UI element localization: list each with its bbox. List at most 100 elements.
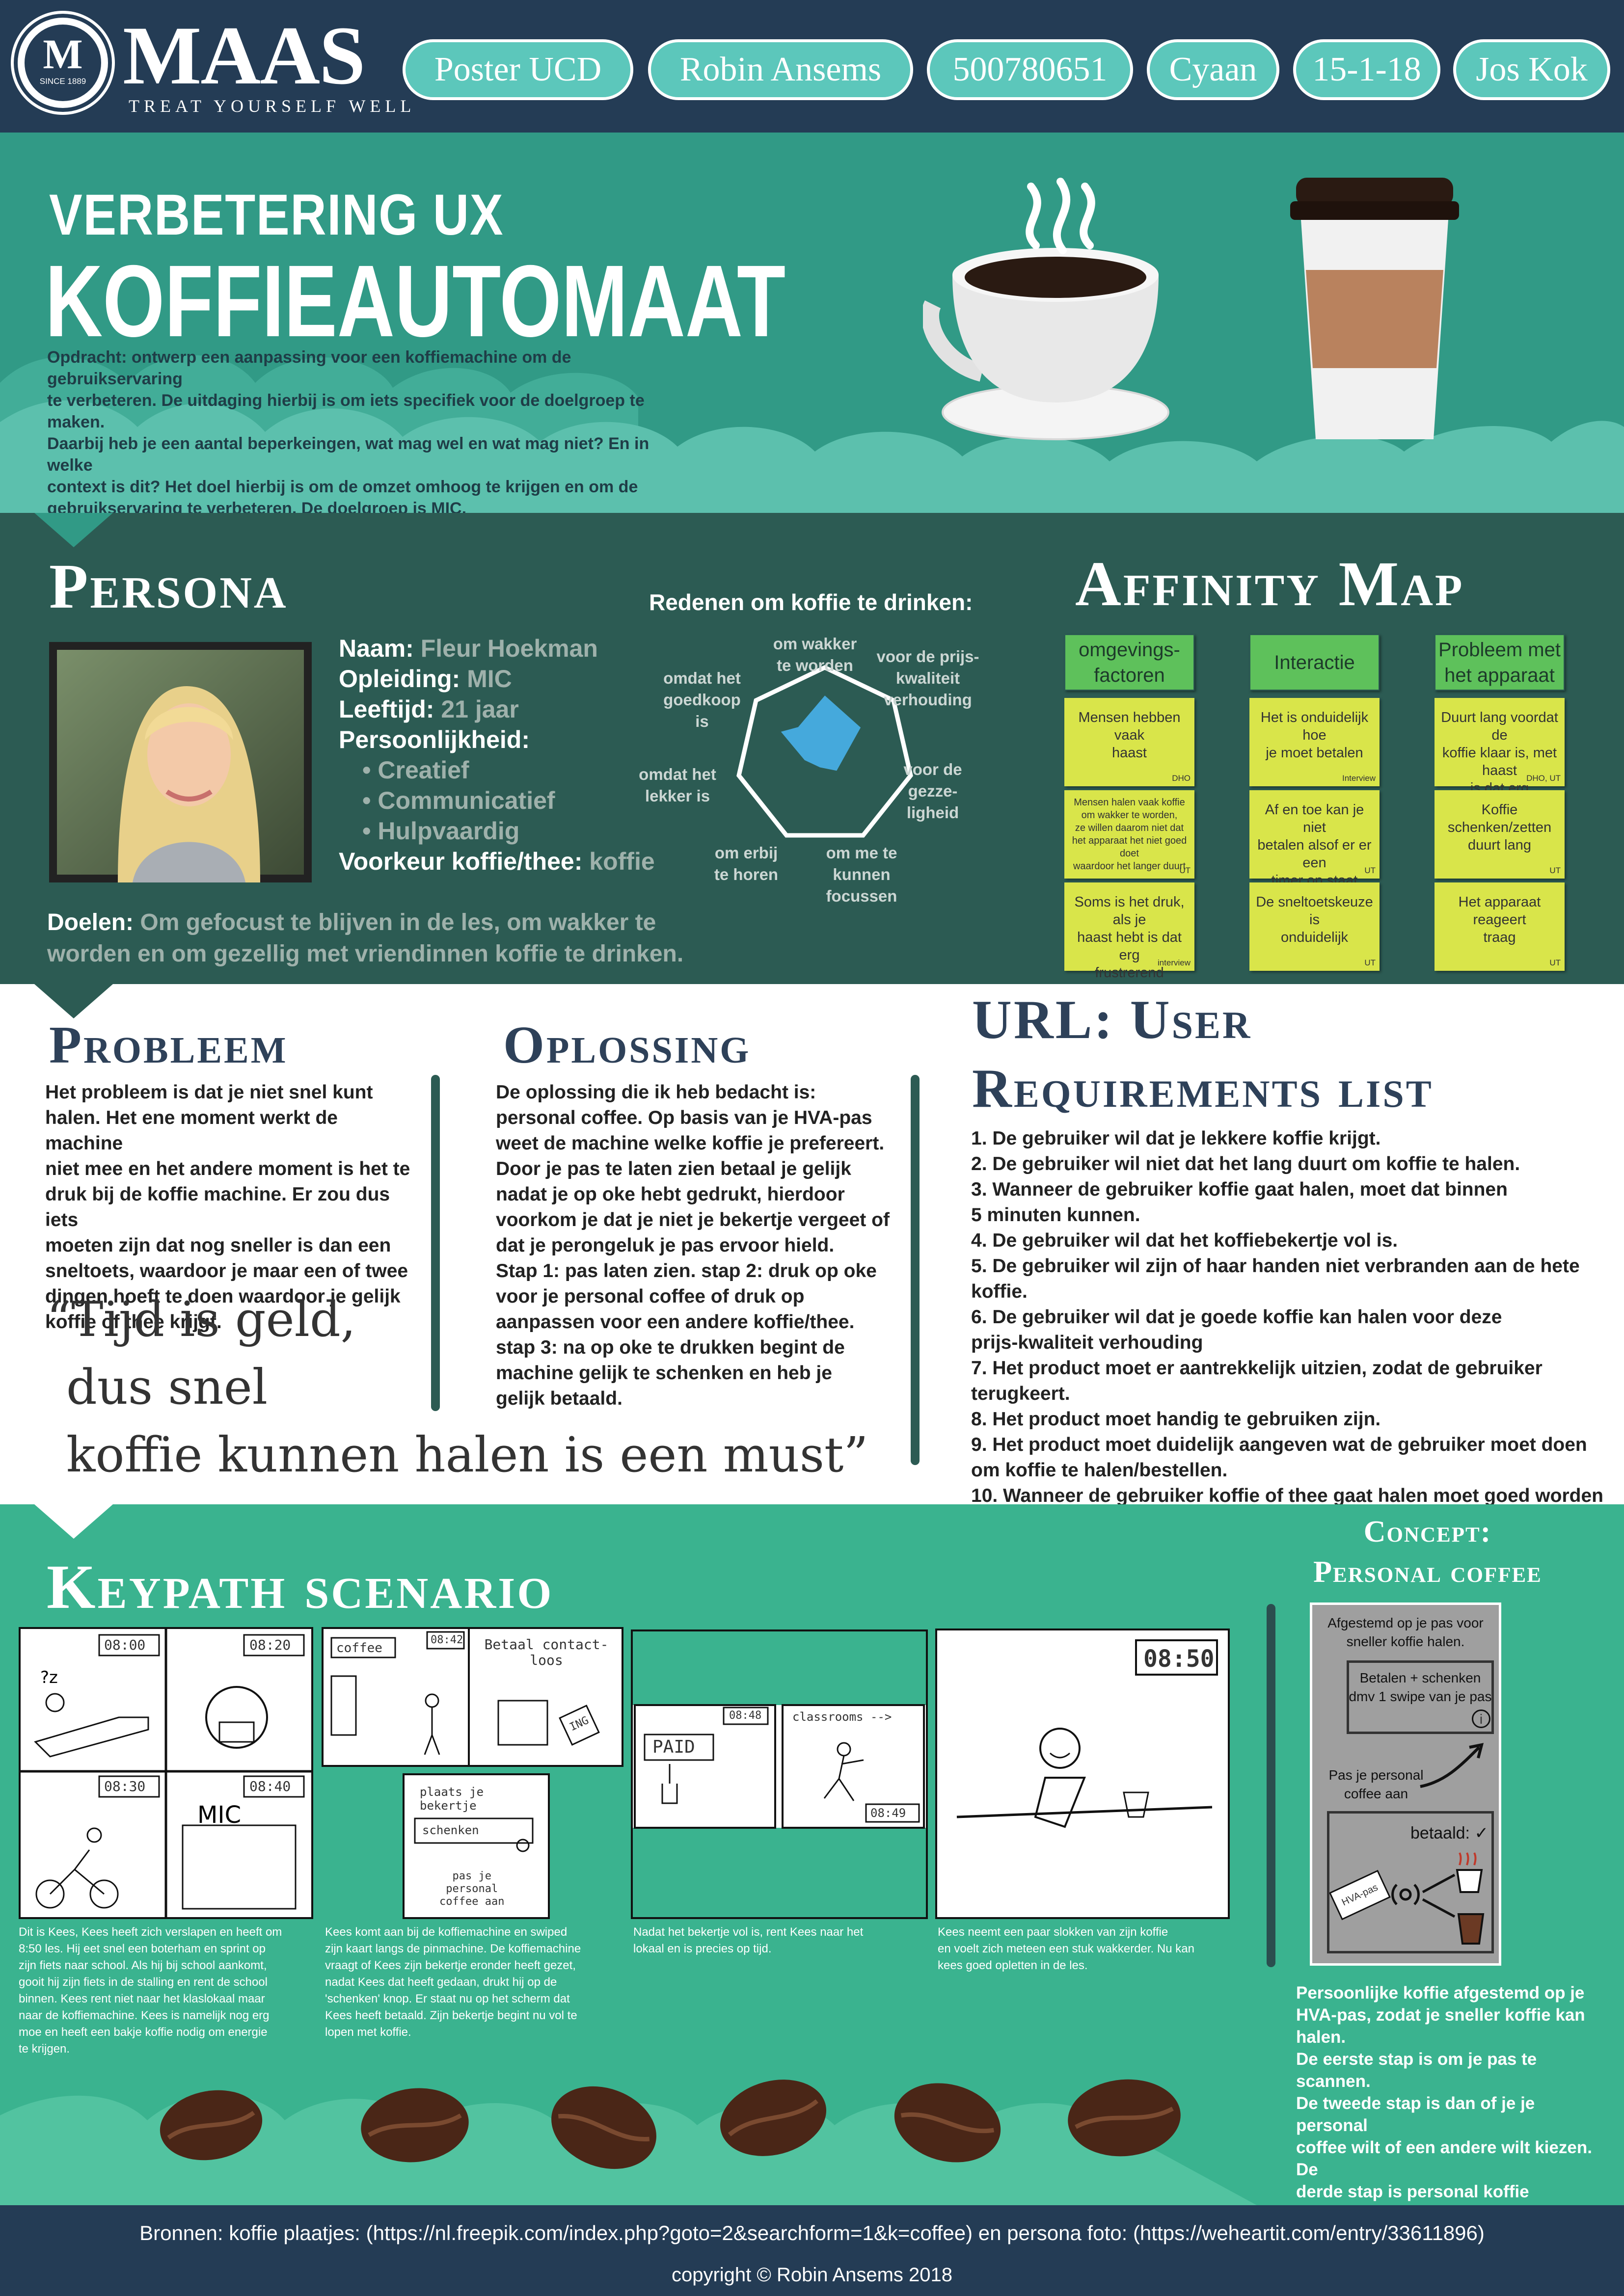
sticky-note: Het is onduidelijk hoe je moet betalen Int… [1249, 698, 1380, 786]
sticky-note: Mensen hebben vaak haast DHO [1064, 698, 1194, 786]
clock-time: 08:20 [249, 1637, 291, 1653]
bean-decoration [0, 2079, 1257, 2205]
section-notch [34, 513, 113, 547]
sketch-label: coffee [336, 1641, 382, 1655]
radar-label: om wakker te worden [773, 635, 857, 674]
affinity-heading: Affinity Map [1075, 549, 1464, 619]
section-notch [34, 984, 113, 1018]
sketch-label: plaats je bekertje [420, 1785, 484, 1813]
trait-item: • Hulpvaardig [362, 817, 520, 845]
divider [1267, 1604, 1275, 1967]
divider [431, 1075, 440, 1411]
coffee-cup-illustration [923, 178, 1169, 440]
clock-time: 08:00 [104, 1637, 146, 1653]
pill-student-number: 500780651 [927, 39, 1133, 100]
goals-text: worden en om gezellig met vriendinnen ko… [47, 941, 684, 967]
requirements-list: 1. De gebruiker wil dat je lekkere koffi… [971, 1128, 1603, 1532]
oplossing-text: De oplossing die ik heb bedacht is: perso… [496, 1082, 890, 1409]
persona-pref: koffie [589, 848, 655, 875]
trait-item: • Communicatief [362, 787, 555, 814]
sticky-note: Duurt lang voordat de koffie klaar is, me… [1435, 698, 1565, 814]
section-notch [34, 1504, 113, 1539]
radar-label: omdat het lekker is [639, 765, 716, 805]
intro-title: KOFFIEAUTOMAAT [45, 244, 786, 358]
radar-chart [736, 665, 913, 838]
arrow-icon [1420, 1743, 1484, 1788]
radar-label: voor de gezze-ligheid [903, 760, 962, 822]
radar-label: voor de prijs-kwaliteit verhouding [876, 647, 979, 709]
footer-copyright: copyright © Robin Ansems 2018 [671, 2264, 952, 2286]
storyboard-panel-2: coffee 08:42 Betaal contact-loos ING pla… [322, 1627, 623, 1919]
takeaway-cup-illustration [1290, 178, 1459, 439]
storyboard-caption-3: Nadat het bekertje vol is, rent Kees naa… [633, 1925, 864, 1955]
pill-teacher: Jos Kok [1453, 39, 1610, 100]
persona-info: Naam: Fleur Hoekman Opleiding: MIC Leeft… [339, 633, 655, 877]
sketch-label: classrooms --> [792, 1710, 892, 1724]
persona-age: 21 jaar [441, 695, 519, 723]
concept-pas-label: Pas je personal coffee aan [1328, 1767, 1424, 1801]
pref-label: Voorkeur koffie/thee: [339, 848, 583, 875]
logo-since: SINCE 1889 [39, 77, 86, 86]
radar-label: om me te kunnen focussen [826, 844, 897, 905]
sketch-label: PAID [652, 1737, 695, 1757]
pill-course: Poster UCD [403, 39, 633, 100]
intro-text: Opdracht: ontwerp een aanpassing voor ee… [47, 348, 650, 518]
clock-time: 08:49 [870, 1806, 906, 1820]
storyboard-caption-1: Dit is Kees, Kees heeft zich verslapen e… [19, 1925, 282, 2056]
sticky-note: Af en toe kan je niet betalen alsof er er… [1249, 790, 1380, 888]
logo-letter: M [43, 30, 83, 78]
cloud-decoration [0, 355, 1624, 513]
affinity-column-header: omgevings-factoren [1064, 634, 1194, 691]
problem-solution-section [0, 984, 1624, 1504]
pill-date: 15-1-18 [1293, 39, 1440, 100]
keypath-heading: Keypath scenario [47, 1552, 554, 1622]
persona-photo [49, 642, 312, 882]
affinity-column-header: Interactie [1249, 634, 1380, 691]
divider [911, 1075, 920, 1465]
personality-label: Persoonlijkheid: [339, 726, 530, 753]
persona-edu: MIC [467, 665, 512, 693]
probleem-heading: Probleem [49, 1016, 288, 1074]
edu-label: Opleiding: [339, 665, 460, 693]
nfc-icon [1391, 1852, 1485, 1945]
intro-subtitle: VERBETERING UX [49, 183, 504, 247]
goals-text: Om gefocust te blijven in de les, om wak… [140, 909, 656, 935]
concept-betaald: betaald: ✓ [1410, 1824, 1489, 1842]
goals-label: Doelen: [47, 909, 134, 935]
pill-author: Robin Ansems [648, 39, 913, 100]
sticky-note: De sneltoetskeuze is onduidelijk UT [1249, 882, 1380, 971]
clock-time: 08:30 [104, 1778, 146, 1794]
radar-label: om erbij te horen [714, 844, 779, 883]
svg-text:MIC: MIC [197, 1801, 241, 1829]
concept-text: Persoonlijke koffie afgestemd op je HVA-p… [1296, 1983, 1595, 2268]
probleem-text: Het probleem is dat je niet snel kunt hal… [45, 1082, 410, 1333]
clock-time: 08:40 [249, 1778, 291, 1794]
requirements-heading: URL: User Requirements list [972, 989, 1434, 1119]
storyboard-panel-3: 08:48 PAID classrooms --> 08:49 [631, 1629, 928, 1919]
sticky-note: Soms is het druk, als je haast hebt is da… [1064, 882, 1194, 981]
sketch-label: pas je personal coffee aan [439, 1870, 505, 1908]
age-label: Leeftijd: [339, 695, 434, 723]
radar-title: Redenen om koffie te drinken: [649, 589, 973, 615]
storyboard-caption-2: Kees komt aan bij de koffiemachine en sw… [325, 1925, 581, 2039]
concept-diagram: Afgestemd op je pas voor sneller koffie h… [1310, 1602, 1501, 1966]
footer: Bronnen: koffie plaatjes: (https://nl.fr… [0, 2205, 1624, 2296]
trait-item: • Creatief [362, 756, 469, 784]
persona-heading: Persona [49, 551, 288, 622]
oplossing-heading: Oplossing [503, 1016, 751, 1074]
concept-inner-text: Betalen + schenken dmv 1 swipe van je pas [1349, 1670, 1492, 1704]
clock-time: 08:42 [431, 1634, 463, 1646]
concept-top-text: Afgestemd op je pas voor sneller koffie h… [1327, 1615, 1484, 1649]
clock-time: 08:50 [1143, 1645, 1215, 1673]
storyboard-caption-4: Kees neemt een paar slokken van zijn kof… [938, 1925, 1194, 1972]
footer-sources: Bronnen: koffie plaatjes: (https://nl.fr… [139, 2221, 1485, 2244]
radar-label: omdat het goedkoop is [663, 669, 741, 730]
quote: “Tijd is geld, dus snel koffie kunnen ha… [47, 1292, 868, 1483]
sticky-note: Mensen halen vaak koffie om wakker te wor… [1064, 790, 1194, 879]
storyboard-panel-4: 08:50 [935, 1629, 1230, 1919]
brand-name: MAAS [123, 9, 366, 102]
sticky-note: Het apparaat reageert traag UT [1435, 882, 1565, 971]
info-icon: i [1472, 1709, 1490, 1728]
name-label: Naam: [339, 635, 414, 662]
sketch-label: Betaal contact-loos [484, 1636, 609, 1668]
